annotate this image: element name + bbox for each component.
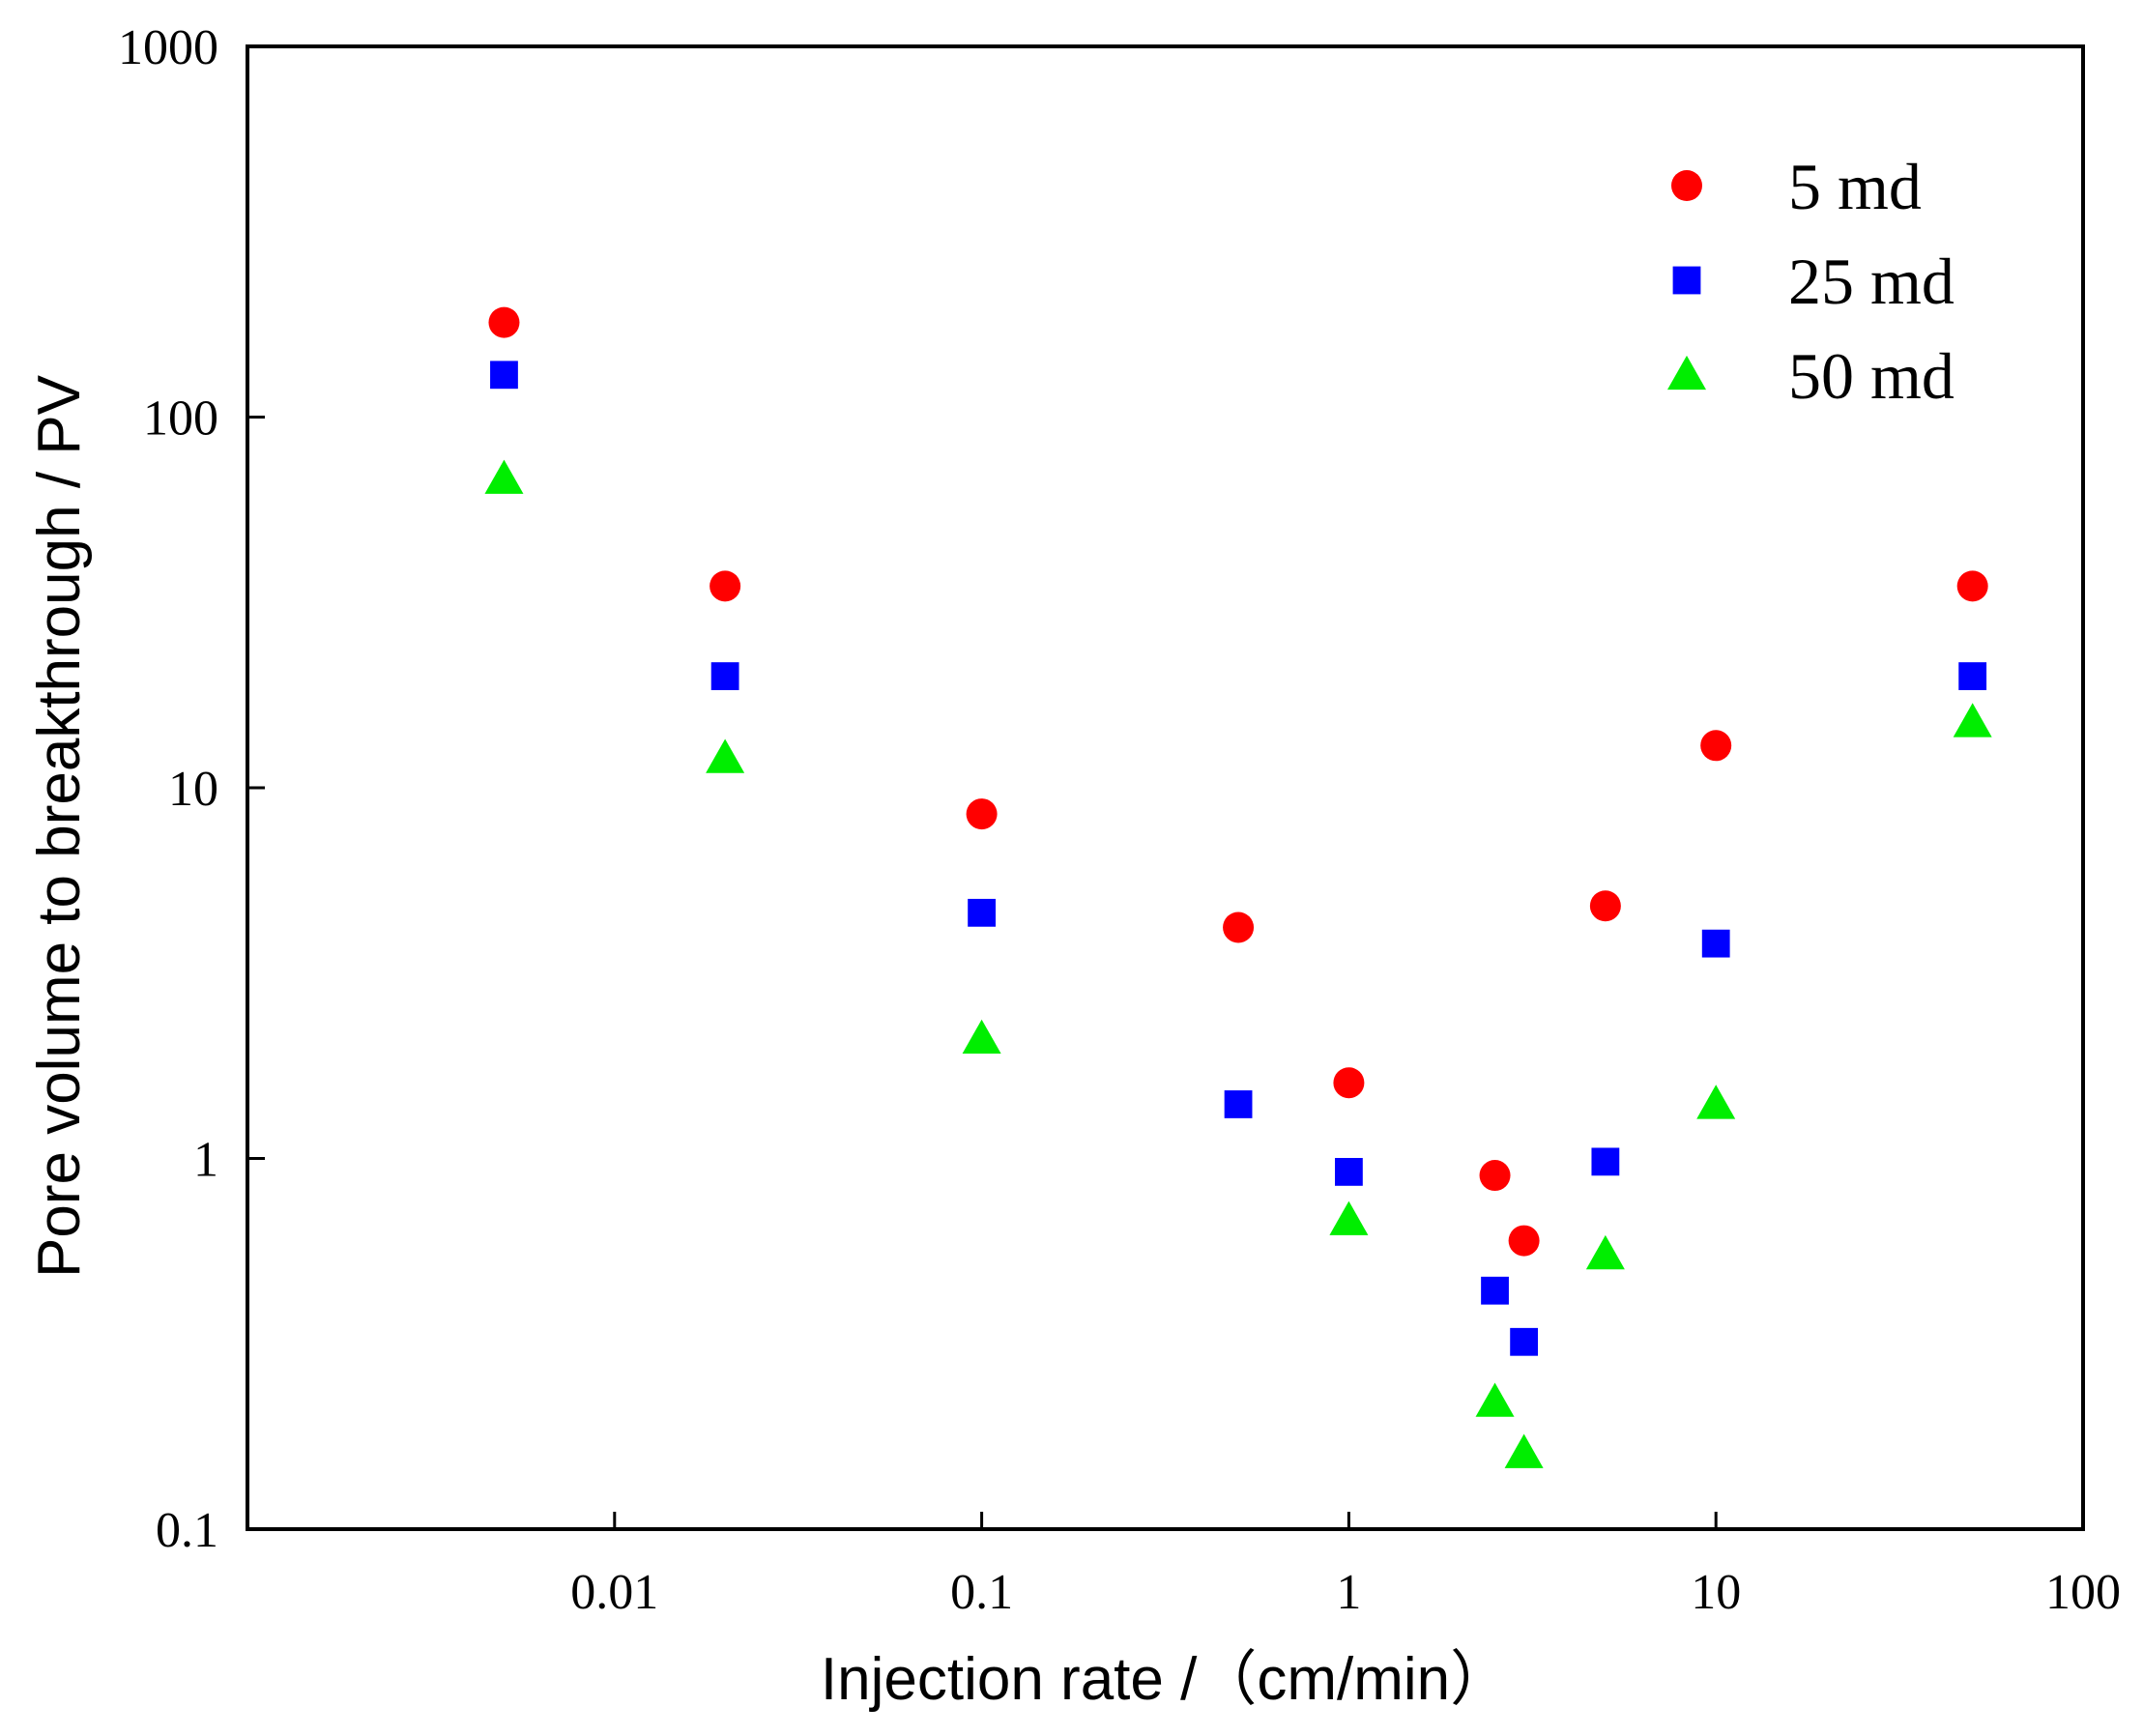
data-point-circle <box>1508 1225 1540 1257</box>
series-5-md <box>488 306 1988 1257</box>
y-tick-label: 10 <box>168 762 218 817</box>
data-point-circle <box>488 306 520 338</box>
data-point-square <box>1958 662 1987 690</box>
data-point-square <box>1335 1157 1363 1186</box>
legend-label: 50 md <box>1788 339 1955 413</box>
axes: 0.01 0.1 1 10 100 0.1 1 10 100 1000 <box>118 20 2121 1620</box>
data-point-triangle <box>484 459 524 494</box>
data-point-circle <box>1333 1067 1365 1099</box>
data-point-square <box>1510 1327 1539 1356</box>
x-tick-label: 1 <box>1336 1565 1361 1620</box>
x-tick-label: 0.01 <box>570 1565 658 1620</box>
data-point-circle <box>710 570 741 602</box>
legend-label: 25 md <box>1788 245 1955 318</box>
y-tick-label: 100 <box>143 391 218 447</box>
data-point-triangle <box>962 1019 1001 1055</box>
legend: 5 md 25 md 50 md <box>1667 150 1955 413</box>
data-point-square <box>1701 929 1730 958</box>
data-point-square <box>1481 1276 1509 1305</box>
data-point-square <box>490 361 518 390</box>
data-points <box>484 306 1992 1468</box>
y-tick-label: 1000 <box>118 20 218 75</box>
data-point-circle <box>1700 730 1732 762</box>
data-point-square <box>968 898 996 927</box>
y-axis-label: Pore volume to breakthrough / PV <box>26 374 93 1278</box>
legend-marker-circle <box>1671 170 1702 201</box>
data-point-triangle <box>1585 1234 1625 1270</box>
data-point-triangle <box>1329 1201 1369 1235</box>
data-point-circle <box>1956 570 1988 602</box>
legend-marker-square <box>1672 266 1701 295</box>
series-25-md <box>490 361 1987 1356</box>
data-point-triangle <box>706 738 745 773</box>
data-point-circle <box>966 798 998 830</box>
data-point-triangle <box>1504 1433 1544 1468</box>
data-point-circle <box>1223 911 1255 943</box>
data-point-square <box>1224 1090 1253 1118</box>
data-point-triangle <box>1953 703 1992 738</box>
legend-marker-triangle <box>1667 355 1706 391</box>
legend-label: 5 md <box>1788 150 1922 223</box>
x-tick-label: 100 <box>2045 1565 2121 1620</box>
y-tick-label: 1 <box>193 1133 218 1188</box>
data-point-square <box>1591 1147 1620 1176</box>
plot-frame <box>246 44 2085 1531</box>
data-point-triangle <box>1475 1382 1515 1417</box>
y-tick-label: 0.1 <box>156 1503 218 1558</box>
series-50-md <box>484 459 1992 1468</box>
x-axis-label: Injection rate /（cm/min） <box>821 1646 1510 1713</box>
data-point-circle <box>1479 1160 1511 1192</box>
data-point-triangle <box>1696 1085 1736 1119</box>
data-point-circle <box>1589 890 1621 922</box>
x-tick-label: 10 <box>1691 1565 1741 1620</box>
data-point-square <box>710 662 739 690</box>
x-tick-label: 0.1 <box>950 1565 1013 1620</box>
